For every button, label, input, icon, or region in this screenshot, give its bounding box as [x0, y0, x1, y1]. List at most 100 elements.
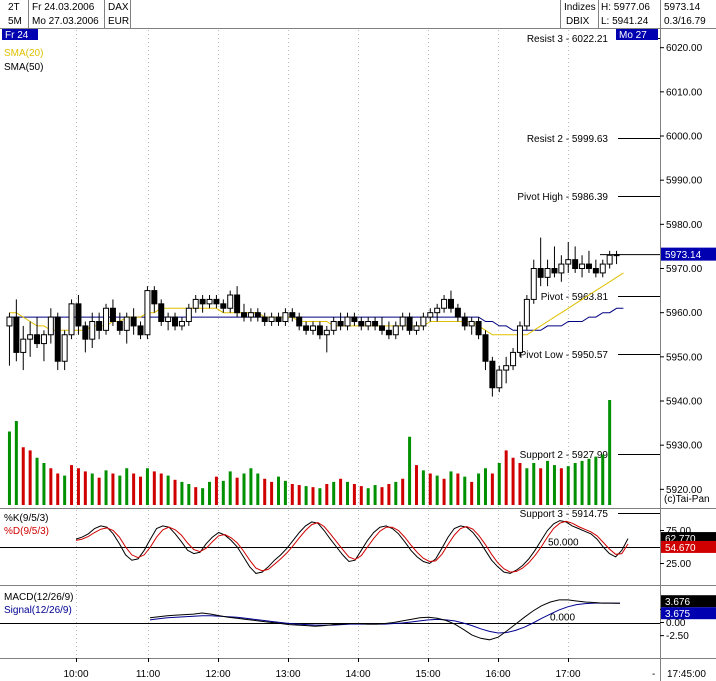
candle[interactable] — [372, 317, 379, 331]
candle[interactable] — [234, 286, 241, 318]
candle[interactable] — [137, 321, 144, 340]
candle[interactable] — [399, 312, 406, 331]
candle[interactable] — [358, 317, 365, 331]
candle[interactable] — [572, 246, 579, 273]
candle[interactable] — [344, 312, 351, 331]
candle[interactable] — [227, 290, 234, 313]
candle[interactable] — [185, 303, 192, 326]
candle[interactable] — [330, 317, 337, 335]
candle[interactable] — [606, 250, 613, 269]
candle[interactable] — [241, 303, 248, 322]
candle[interactable] — [351, 312, 358, 326]
candle[interactable] — [54, 312, 61, 371]
candle[interactable] — [489, 356, 496, 397]
candle[interactable] — [172, 312, 179, 331]
macd-pane[interactable]: 0.000 MACD(12/26/9) Signal(12/26/9) — [0, 592, 660, 641]
candle[interactable] — [130, 308, 137, 335]
candle[interactable] — [523, 295, 530, 331]
candle[interactable] — [89, 312, 96, 348]
candle[interactable] — [247, 308, 254, 322]
candle[interactable] — [68, 299, 75, 340]
candle[interactable] — [178, 317, 185, 331]
candle[interactable] — [261, 312, 268, 326]
candle[interactable] — [365, 317, 372, 331]
candle[interactable] — [434, 303, 441, 322]
period-selector[interactable]: 2T — [8, 2, 20, 13]
candle[interactable] — [468, 317, 475, 335]
candle[interactable] — [282, 308, 289, 326]
candle[interactable] — [96, 312, 103, 340]
candle[interactable] — [151, 286, 158, 313]
candle[interactable] — [579, 255, 586, 278]
stochastic-pane[interactable]: 50.000 %K(9/5/3) %D(9/5/3) — [0, 513, 660, 574]
candle[interactable] — [406, 312, 413, 335]
candle[interactable] — [427, 308, 434, 322]
candle[interactable] — [40, 330, 47, 362]
candle[interactable] — [413, 321, 420, 335]
candle[interactable] — [116, 312, 123, 335]
candle[interactable] — [275, 312, 282, 326]
candle[interactable] — [530, 259, 537, 304]
candle[interactable] — [316, 321, 323, 340]
candle[interactable] — [199, 295, 206, 313]
price-tick-label: 5920.00 — [666, 485, 703, 496]
candle[interactable] — [516, 321, 523, 357]
candle[interactable] — [510, 348, 517, 371]
volume-bar — [166, 475, 170, 505]
candle[interactable] — [61, 330, 68, 371]
candle[interactable] — [82, 321, 89, 353]
candle[interactable] — [385, 321, 392, 340]
candle[interactable] — [310, 321, 316, 335]
candle[interactable] — [461, 312, 468, 331]
candle[interactable] — [565, 242, 572, 273]
candle[interactable] — [303, 321, 310, 335]
candle[interactable] — [537, 237, 544, 287]
candle[interactable] — [544, 259, 551, 287]
candle[interactable] — [47, 308, 54, 344]
candle[interactable] — [75, 295, 82, 335]
volume-bar — [277, 476, 281, 505]
candle[interactable] — [447, 290, 454, 313]
candle[interactable] — [254, 308, 261, 322]
candle[interactable] — [585, 250, 592, 273]
candle[interactable] — [109, 299, 116, 326]
candle[interactable] — [551, 246, 558, 278]
stoch-k-line — [75, 520, 629, 574]
candle[interactable] — [289, 308, 296, 322]
candle[interactable] — [420, 312, 427, 331]
candle[interactable] — [6, 312, 13, 366]
interval-selector[interactable]: 5M — [8, 16, 22, 27]
candle[interactable] — [268, 312, 275, 326]
candle[interactable] — [378, 317, 385, 335]
candle[interactable] — [296, 312, 303, 331]
candle[interactable] — [392, 321, 399, 340]
candle[interactable] — [123, 312, 130, 344]
candle[interactable] — [503, 356, 510, 384]
price-pane[interactable]: Resist 3 - 6022.21 Resist 2 - 5999.63 Pivo… — [4, 34, 660, 520]
candle[interactable] — [27, 321, 34, 357]
candle[interactable] — [558, 255, 565, 282]
candle[interactable] — [192, 295, 199, 313]
candle[interactable] — [599, 259, 606, 278]
candle[interactable] — [103, 303, 110, 335]
candle[interactable] — [337, 312, 344, 331]
candle[interactable] — [220, 299, 227, 313]
candle[interactable] — [158, 299, 165, 326]
candle[interactable] — [20, 325, 27, 371]
candle[interactable] — [144, 286, 151, 340]
candle[interactable] — [454, 303, 461, 322]
candle[interactable] — [592, 259, 599, 278]
candle[interactable] — [165, 312, 172, 331]
candle[interactable] — [206, 295, 213, 309]
candle[interactable] — [213, 295, 220, 309]
candle[interactable] — [441, 295, 448, 313]
volume-bar — [297, 485, 301, 505]
candle[interactable] — [613, 250, 620, 265]
candle[interactable] — [496, 365, 503, 393]
candle[interactable] — [13, 299, 20, 362]
candle[interactable] — [482, 330, 489, 371]
candle[interactable] — [475, 317, 482, 340]
candle[interactable] — [323, 325, 330, 353]
candle[interactable] — [34, 317, 41, 348]
